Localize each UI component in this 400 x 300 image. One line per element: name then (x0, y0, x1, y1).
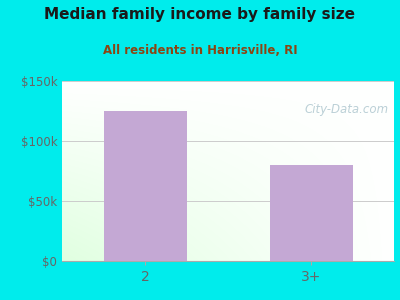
Text: City-Data.com: City-Data.com (304, 103, 388, 116)
Text: Median family income by family size: Median family income by family size (44, 8, 356, 22)
Bar (270, 165, 352, 261)
Text: All residents in Harrisville, RI: All residents in Harrisville, RI (103, 44, 297, 56)
Bar (104, 111, 186, 261)
